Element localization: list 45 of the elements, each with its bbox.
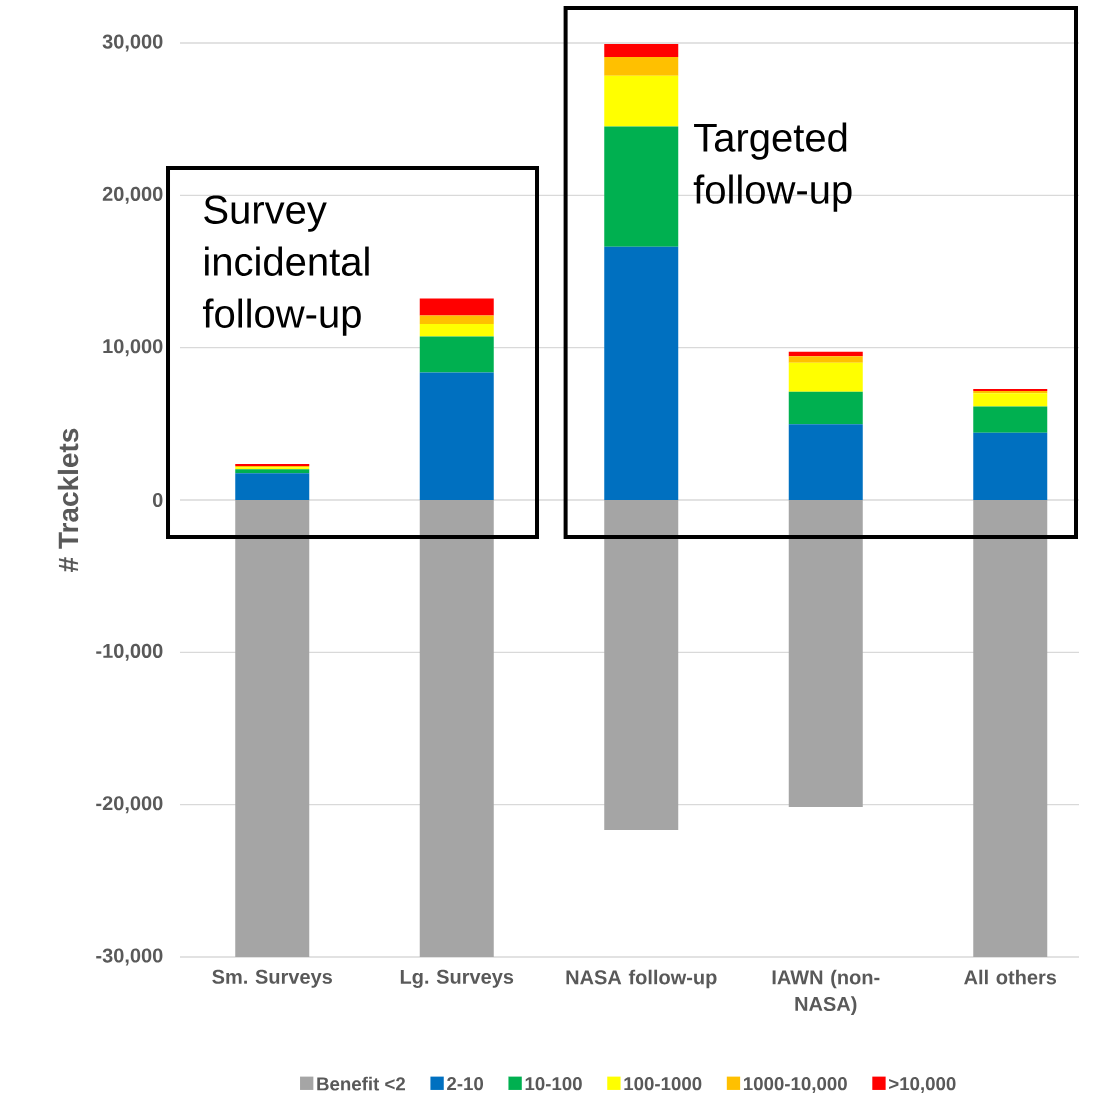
bar (604, 57, 679, 76)
x-tick-label: Lg. Surveys (401, 969, 514, 988)
y-tick-label: 30,000 (102, 34, 163, 52)
y-tick-label: 0 (153, 492, 163, 508)
bar (604, 75, 679, 127)
bar (419, 298, 494, 316)
bar (235, 469, 310, 474)
bar (235, 473, 310, 500)
bar (604, 246, 679, 500)
legend-label: 1000-10,000 (744, 1077, 848, 1094)
bar (973, 393, 1048, 407)
bar (604, 44, 679, 58)
x-tick-label: IAWN (non-NASA) (772, 969, 880, 1016)
legend-label: 2-10 (447, 1077, 484, 1091)
bar (419, 372, 494, 500)
bar (973, 406, 1048, 433)
bar (235, 500, 310, 957)
bar (604, 500, 679, 830)
legend-label: Benefit <2 (317, 1076, 406, 1091)
y-axis-title: # Tracklets (57, 428, 79, 572)
legend-label: 10-100 (525, 1077, 582, 1091)
y-tick-label: 20,000 (102, 186, 163, 204)
bar (973, 500, 1048, 957)
x-tick-label: All others (964, 969, 1057, 985)
x-tick-label: Sm. Surveys (212, 969, 333, 988)
annotation: Survey incidental follow-up (203, 195, 369, 336)
annotation: Targeted follow-up (693, 122, 852, 212)
y-tick-label: -20,000 (96, 796, 163, 814)
y-tick-label: 10,000 (103, 339, 163, 357)
bar (788, 500, 863, 807)
bar (604, 126, 679, 247)
bar (788, 362, 863, 392)
bar (788, 391, 863, 425)
bar (973, 432, 1048, 500)
y-tick-label: -30,000 (96, 948, 163, 966)
bar (419, 323, 494, 337)
legend-label: 100-1000 (624, 1077, 702, 1091)
legend-label: >10,000 (889, 1077, 956, 1094)
bar (419, 315, 494, 324)
bar (788, 356, 863, 363)
y-tick-label: -10,000 (96, 643, 163, 661)
x-tick-label: NASA follow-up (566, 969, 717, 989)
bar (788, 424, 863, 500)
bar (419, 500, 494, 957)
bar (419, 336, 494, 373)
